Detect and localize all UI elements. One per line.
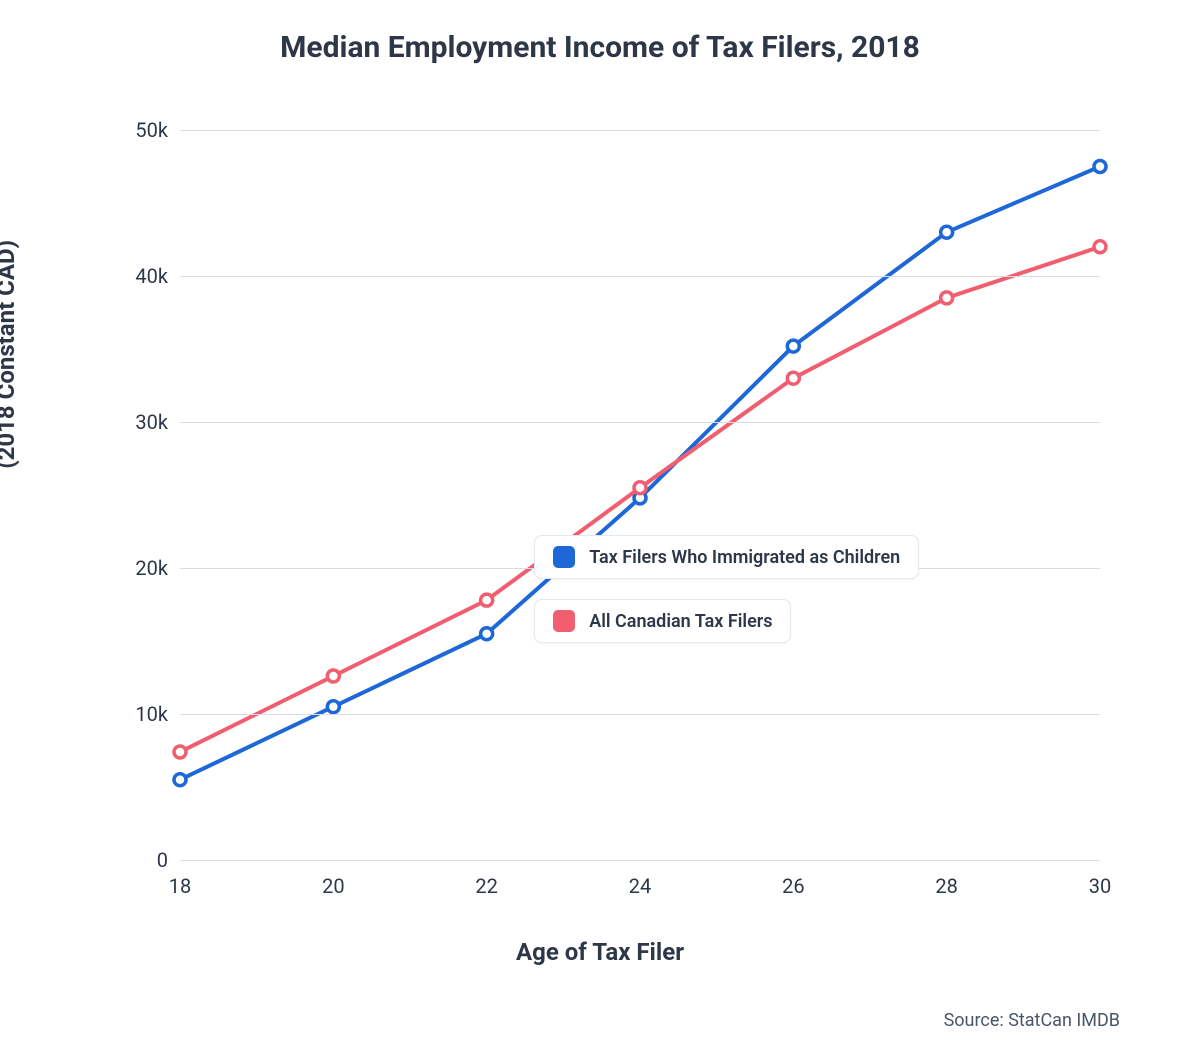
gridline: [180, 276, 1100, 277]
series-marker-1-6: [1094, 241, 1106, 253]
x-tick-label: 18: [169, 874, 191, 898]
series-marker-0-0: [174, 774, 186, 786]
x-tick-label: 26: [782, 874, 804, 898]
x-axis-label: Age of Tax Filer: [0, 938, 1200, 966]
series-marker-1-2: [481, 594, 493, 606]
x-tick-label: 28: [935, 874, 957, 898]
series-marker-1-1: [327, 670, 339, 682]
legend-label: All Canadian Tax Filers: [589, 611, 772, 632]
series-marker-0-1: [327, 701, 339, 713]
y-axis-label-line2: (2018 Constant CAD): [0, 240, 20, 469]
y-tick-label: 20k: [135, 556, 168, 580]
series-marker-1-4: [787, 372, 799, 384]
plot-svg: [180, 130, 1100, 860]
x-tick-label: 22: [475, 874, 497, 898]
legend-swatch: [553, 610, 575, 632]
legend-swatch: [553, 546, 575, 568]
series-marker-1-3: [634, 482, 646, 494]
series-marker-1-0: [174, 746, 186, 758]
legend-item-1: All Canadian Tax Filers: [534, 599, 791, 643]
y-axis-label: Median Employment Income (2018 Constant …: [0, 201, 20, 508]
y-tick-label: 0: [157, 848, 168, 872]
series-marker-0-4: [787, 340, 799, 352]
x-tick-label: 24: [629, 874, 651, 898]
gridline: [180, 422, 1100, 423]
y-tick-label: 40k: [135, 264, 168, 288]
x-tick-label: 20: [322, 874, 344, 898]
series-marker-0-5: [941, 226, 953, 238]
series-line-0: [180, 167, 1100, 780]
gridline: [180, 130, 1100, 131]
series-marker-0-6: [1094, 161, 1106, 173]
legend: Tax Filers Who Immigrated as Children All…: [534, 535, 919, 663]
chart-container: Median Employment Income of Tax Filers, …: [0, 0, 1200, 1056]
gridline: [180, 714, 1100, 715]
legend-item-0: Tax Filers Who Immigrated as Children: [534, 535, 919, 579]
gridline: [180, 860, 1100, 861]
y-tick-label: 50k: [135, 118, 168, 142]
plot-area: 010k20k30k40k50k18202224262830Tax Filers…: [180, 130, 1100, 860]
y-tick-label: 10k: [135, 702, 168, 726]
chart-title: Median Employment Income of Tax Filers, …: [0, 30, 1200, 65]
series-marker-1-5: [941, 292, 953, 304]
y-tick-label: 30k: [135, 410, 168, 434]
source-note: Source: StatCan IMDB: [944, 1010, 1120, 1031]
series-marker-0-2: [481, 628, 493, 640]
legend-label: Tax Filers Who Immigrated as Children: [589, 547, 900, 568]
x-tick-label: 30: [1089, 874, 1111, 898]
